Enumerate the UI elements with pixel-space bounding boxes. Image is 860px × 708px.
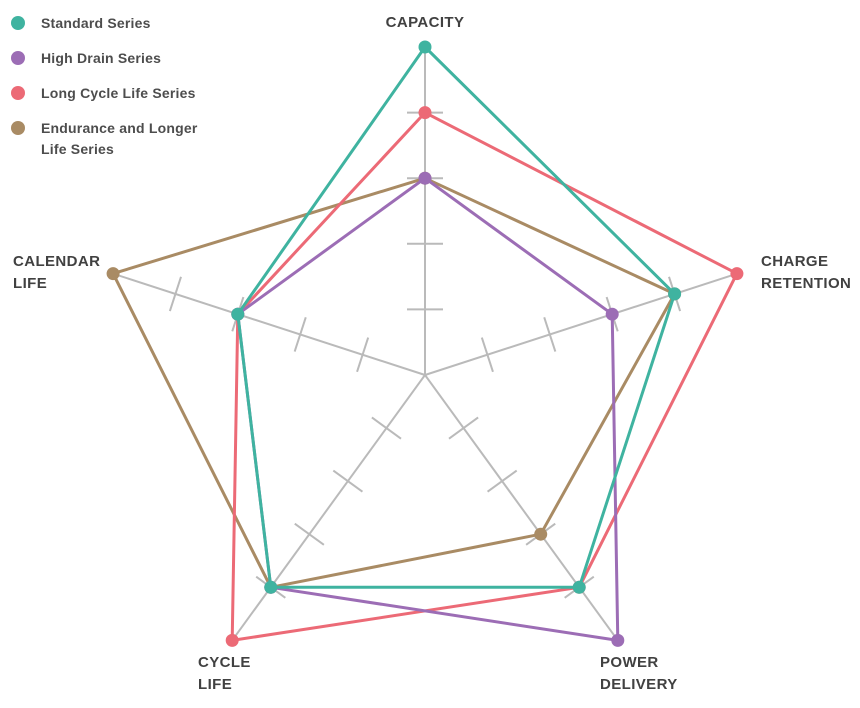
legend-label-long-cycle: Long Cycle Life Series bbox=[41, 83, 196, 104]
legend-item-endurance-series: Endurance and Longer Life Series bbox=[11, 118, 197, 160]
axis-tick bbox=[294, 522, 325, 546]
legend-label-line: Endurance and Longer bbox=[41, 120, 198, 136]
data-point bbox=[418, 106, 432, 120]
data-point bbox=[730, 267, 744, 281]
legend-swatch-long-cycle-icon bbox=[11, 86, 25, 100]
axis-tick bbox=[332, 469, 364, 493]
axis-label-cycle-life: CYCLE LIFE bbox=[198, 652, 251, 696]
axis-label-capacity: CAPACITY bbox=[305, 12, 545, 34]
data-point bbox=[264, 580, 278, 594]
axis-label-line: RETENTION bbox=[761, 275, 852, 292]
axis-tick bbox=[486, 469, 518, 493]
axis-tick bbox=[168, 276, 182, 312]
legend-swatch-endurance-icon bbox=[11, 121, 25, 135]
series-polygon bbox=[236, 176, 620, 642]
axis-label-charge-retention: CHARGE RETENTION bbox=[761, 251, 851, 295]
data-point bbox=[231, 307, 245, 321]
axis-label-line: CHARGE bbox=[761, 253, 829, 270]
legend-label-line: Long Cycle Life Series bbox=[41, 85, 196, 101]
legend-label-standard: Standard Series bbox=[41, 13, 151, 34]
legend-swatch-standard-icon bbox=[11, 16, 25, 30]
axis-tick bbox=[371, 416, 402, 440]
axis-label-calendar-life: CALENDAR LIFE bbox=[13, 251, 100, 295]
data-point bbox=[572, 580, 586, 594]
data-point bbox=[605, 307, 619, 321]
axis-label-power-delivery: POWER DELIVERY bbox=[600, 652, 678, 696]
axis-line bbox=[231, 374, 426, 641]
axis-label-line: CYCLE bbox=[198, 654, 251, 671]
legend-item-long-cycle-life-series: Long Cycle Life Series bbox=[11, 83, 197, 104]
legend-label-line: Standard Series bbox=[41, 15, 151, 31]
axis-tick bbox=[543, 317, 557, 352]
axis-label-line: DELIVERY bbox=[600, 676, 678, 693]
axis-line bbox=[424, 374, 619, 641]
data-point bbox=[418, 171, 432, 185]
data-point bbox=[418, 40, 432, 54]
data-point bbox=[534, 527, 548, 541]
legend-label-endurance: Endurance and Longer Life Series bbox=[41, 118, 197, 160]
data-point bbox=[106, 267, 120, 281]
legend: Standard Series High Drain Series Long C… bbox=[11, 13, 197, 174]
legend-label-line: Life Series bbox=[41, 141, 115, 157]
axis-tick bbox=[356, 337, 370, 373]
series-polygon bbox=[111, 176, 677, 589]
axis-label-line: LIFE bbox=[13, 275, 48, 292]
axis-label-line: LIFE bbox=[198, 676, 233, 693]
axis-tick bbox=[293, 317, 307, 352]
axis-label-line: POWER bbox=[600, 654, 659, 671]
data-point bbox=[225, 633, 239, 647]
axis-line bbox=[424, 272, 738, 376]
series-polygon bbox=[236, 45, 677, 589]
legend-label-high-drain: High Drain Series bbox=[41, 48, 161, 69]
axis-tick bbox=[448, 416, 479, 440]
data-point bbox=[611, 633, 625, 647]
axis-line bbox=[112, 272, 426, 376]
axis-label-line: CAPACITY bbox=[385, 14, 465, 31]
axis-tick bbox=[480, 337, 494, 373]
legend-item-high-drain-series: High Drain Series bbox=[11, 48, 197, 69]
legend-item-standard-series: Standard Series bbox=[11, 13, 197, 34]
legend-label-line: High Drain Series bbox=[41, 50, 162, 66]
data-point bbox=[668, 287, 682, 301]
axis-label-line: CALENDAR bbox=[13, 253, 101, 270]
legend-swatch-high-drain-icon bbox=[11, 51, 25, 65]
series-polygon bbox=[230, 111, 739, 642]
